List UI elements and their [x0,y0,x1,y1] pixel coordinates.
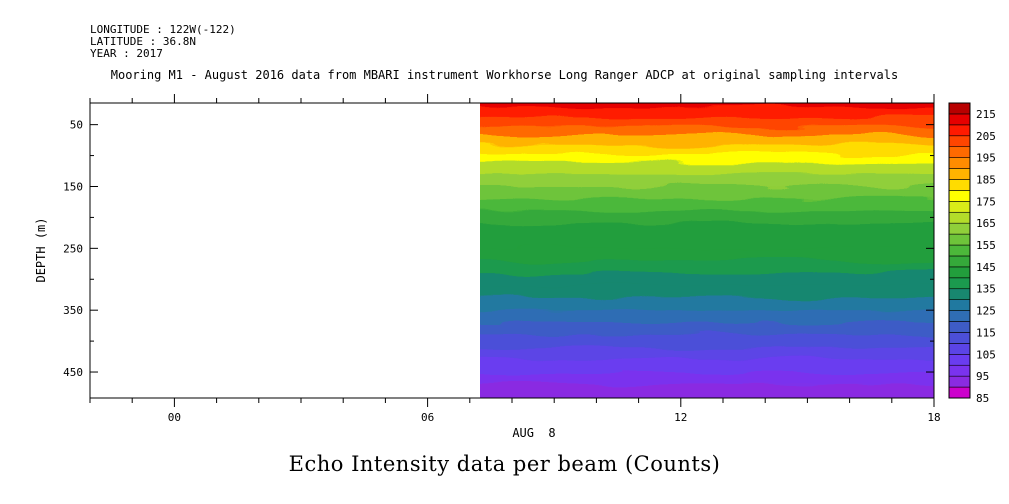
depth-band [480,154,934,164]
colorbar-swatch [948,343,971,355]
colorbar-swatch [948,157,971,169]
plot-area: 00 06 12 18 50 150 250 350 450 [63,94,941,424]
year-label: YEAR : 2017 [90,47,163,60]
colorbar-label: 105 [976,348,996,361]
y-tick-label: 50 [70,119,83,132]
colorbar-swatch [948,375,971,388]
depth-band [480,107,934,118]
colorbar-swatch [948,124,971,137]
depth-band [480,285,934,299]
depth-band [480,116,934,127]
y-tick-label: 350 [63,304,83,317]
depth-band [480,384,934,395]
colorbar-swatch [948,211,971,224]
colorbar-label: 115 [976,326,996,339]
depth-band [480,211,934,225]
x-axis-label: AUG 8 [512,426,555,440]
colorbar-swatch [948,244,971,257]
colorbar-swatch [948,266,971,279]
data-region [480,103,934,398]
depth-band [480,334,934,348]
colorbar-swatch [948,310,971,322]
colorbar-label: 125 [976,305,996,318]
chart-caption: Echo Intensity data per beam (Counts) [288,452,721,476]
depth-band [480,248,934,262]
colorbar-label: 175 [976,195,996,208]
depth-band [480,223,934,237]
depth-band [480,186,934,200]
depth-band [480,297,934,311]
colorbar-swatch [948,386,971,399]
colorbar-swatch [948,332,971,344]
colorbar-label: 195 [976,152,996,165]
y-axis-label: DEPTH (m) [34,217,48,282]
depth-band [480,394,934,398]
colorbar-label: 95 [976,370,989,383]
depth-band [480,174,934,188]
depth-band [480,372,934,385]
colorbar-label: 85 [976,392,989,405]
colorbar-label: 155 [976,239,996,252]
colorbar-swatch [948,255,971,268]
depth-band [480,347,934,361]
depth-band [480,135,934,146]
depth-band [480,235,934,249]
colorbar-label: 145 [976,261,996,274]
colorbar-swatch [948,168,971,180]
colorbar-swatch [948,288,971,300]
longitude-label: LONGITUDE : 122W(-122) [90,23,236,36]
x-tick-label: 06 [421,411,434,424]
colorbar-swatch [948,222,971,235]
y-tick-label: 250 [63,242,83,255]
colorbar-swatch [948,146,971,158]
contour-fill [480,103,934,398]
depth-band [480,359,934,373]
chart-title: Mooring M1 - August 2016 data from MBARI… [110,68,899,82]
depth-band [480,273,934,287]
colorbar-swatch [948,233,971,246]
depth-band [480,126,934,137]
colorbar-swatch [948,277,971,290]
colorbar-frame [948,102,971,399]
colorbar-label: 215 [976,108,996,121]
x-tick-label: 00 [168,411,181,424]
colorbar-label: 205 [976,130,996,143]
colorbar-swatch [948,353,971,366]
y-tick-label: 150 [63,180,83,193]
colorbar-swatch [948,135,971,148]
colorbar-swatch [948,364,971,377]
colorbar-label: 185 [976,173,996,186]
colorbar-swatch [948,102,971,115]
colorbar-swatch [948,299,971,311]
depth-band [480,103,934,109]
depth-band [480,198,934,212]
latitude-label: LATITUDE : 36.8N [90,35,196,48]
colorbar: 85 95 105 115 125 135 145 155 165 175 185 195 205 215 [948,102,996,405]
x-tick-label: 12 [674,411,687,424]
colorbar-label: 135 [976,283,996,296]
colorbar-label: 165 [976,217,996,230]
colorbar-swatch [948,179,971,191]
depth-band [480,260,934,274]
colorbar-swatch [948,113,971,126]
depth-band [480,144,934,155]
colorbar-swatch [948,201,971,213]
colorbar-swatch [948,190,971,202]
depth-band [480,163,934,175]
colorbar-swatch [948,321,971,333]
y-tick-label: 450 [63,366,83,379]
depth-band [480,322,934,336]
depth-band [480,310,934,324]
x-tick-label: 18 [927,411,940,424]
